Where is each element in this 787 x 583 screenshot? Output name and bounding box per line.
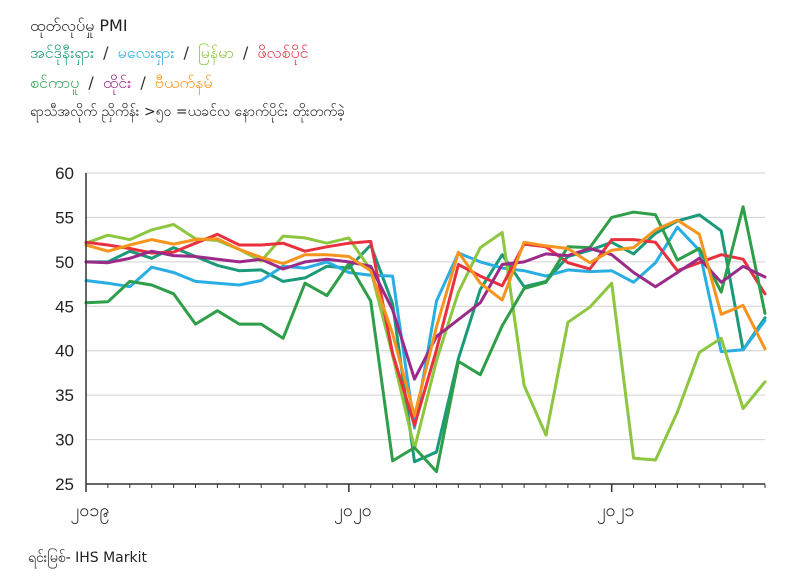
x-tick-label: ၂၀၂၀ xyxy=(334,500,372,524)
y-tick-label: 30 xyxy=(55,431,74,450)
chart-axes: 25 30 35 40 45 50 55 60 ၂၀၁၉ ၂၀၂၀ ၂၀၂၁ xyxy=(55,164,766,524)
legend-indonesia: အင်ဒိုနီးရှား xyxy=(30,43,95,62)
y-tick-label: 60 xyxy=(55,164,74,183)
legend-separator: / xyxy=(103,43,109,62)
series-line-5 xyxy=(84,247,767,381)
chart-subtitle: ရာသီအလိုက် ညှိကိန်း >၅၀ =ယခင်လ နောက်ပိုင… xyxy=(30,104,345,120)
source-note: ရင်းမြစ်- IHS Markit xyxy=(28,550,147,566)
y-tick-label: 50 xyxy=(55,253,74,272)
legend-vietnam: ဗီယက်နမ် xyxy=(154,73,213,92)
legend-separator: / xyxy=(183,43,189,62)
legend-singapore: စင်ကာပူ xyxy=(30,73,80,92)
legend-separator: / xyxy=(140,73,146,92)
series-line-4 xyxy=(84,205,767,474)
legend-separator: / xyxy=(88,73,94,92)
chart-series xyxy=(84,205,767,474)
series-line-1 xyxy=(84,225,767,430)
y-tick-label: 55 xyxy=(55,208,74,227)
series-line-2 xyxy=(84,223,767,462)
legend-row-1: အင်ဒိုနီးရှား / မလေးရှား / မြန်မာ / ဖိလစ… xyxy=(30,38,345,68)
y-tick-label: 40 xyxy=(55,342,74,361)
series-line-3 xyxy=(84,232,767,427)
x-tick-label: ၂၀၂၁ xyxy=(597,500,635,524)
y-tick-label: 25 xyxy=(55,475,74,494)
y-tick-label: 45 xyxy=(55,297,74,316)
legend-thailand: ထိုင်း xyxy=(102,73,132,92)
legend-philippines: ဖိလစ်ပိုင် xyxy=(257,43,309,62)
y-tick-label: 35 xyxy=(55,386,74,405)
x-tick-label: ၂၀၁၉ xyxy=(70,500,109,524)
legend-myanmar: မြန်မာ xyxy=(197,43,234,62)
chart-title: ထုတ်လုပ်မှု PMI xyxy=(30,16,128,35)
legend-separator: / xyxy=(242,43,249,62)
chart-header: ထုတ်လုပ်မှု PMI အင်ဒိုနီးရှား / မလေးရှား… xyxy=(30,14,345,124)
chart-grid xyxy=(86,172,765,441)
line-chart: 25 30 35 40 45 50 55 60 ၂၀၁၉ ၂၀၂၀ ၂၀၂၁ xyxy=(55,164,767,524)
legend-malaysia: မလေးရှား xyxy=(117,43,175,62)
series-line-6 xyxy=(84,218,767,418)
legend-row-2: စင်ကာပူ / ထိုင်း / ဗီယက်နမ် xyxy=(30,68,345,98)
